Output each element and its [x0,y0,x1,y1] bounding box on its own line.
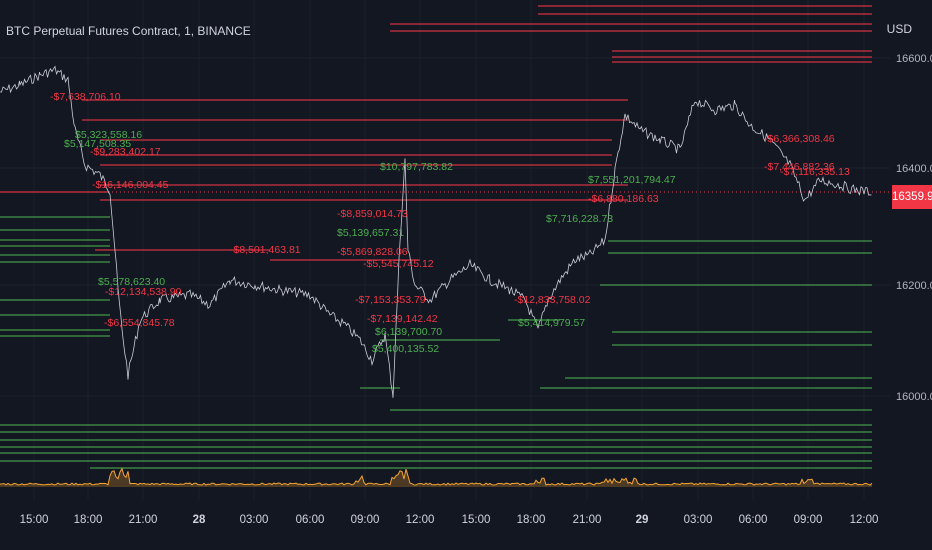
time-label: 21:00 [572,514,602,526]
time-label: 12:00 [405,514,435,526]
time-label: 12:00 [849,514,879,526]
liquidation-label: -$8,501,463.81 [230,244,301,256]
price-tick-16000: 16000.0 [896,391,932,403]
time-label: 15:00 [461,514,491,526]
price-series [0,65,872,398]
time-label: 03:00 [683,514,713,526]
liquidation-label: -$6,880,186.63 [588,193,659,205]
time-label: 15:00 [19,514,49,526]
time-label: 06:00 [295,514,325,526]
liquidation-label: $5,400,135.52 [372,343,439,355]
liquidation-label: -$7,116,335.13 [780,166,850,178]
liquidation-label: -$16,146,004.45 [92,179,169,191]
price-tick-16400: 16400.0 [896,163,932,175]
liquidation-label: $7,551,201,794.47 [588,174,676,186]
time-label: 21:00 [128,514,158,526]
liquidation-label: -$6,554,845.78 [104,317,175,329]
liquidation-label: -$8,859,014.73 [337,208,408,220]
volume-line [0,467,873,486]
currency-label[interactable]: USD [886,22,912,36]
grid-lines [0,57,890,397]
time-label: 09:00 [350,514,380,526]
current-price-badge: 16359.9 [892,185,932,209]
price-tick-16600: 16600.0 [896,53,932,65]
price-tick-16200: 16200.0 [896,280,932,292]
time-label: 09:00 [793,514,823,526]
time-label-day: 28 [192,514,206,526]
liquidation-label: -$7,638,706.10 [50,91,121,103]
time-label-day: 29 [635,514,649,526]
liquidation-label: -$6,366,308.46 [764,133,835,145]
volume-area [0,468,872,487]
liquidation-label: -$12,833,758.02 [514,294,591,306]
liquidation-label: -$7,139,142.42 [367,313,438,325]
time-label: 06:00 [738,514,768,526]
liquidation-annotations: -$7,638,706.10 $5,323,558.16$5,147,508.35… [50,91,850,355]
liquidation-label: -$9,283,402.17 [90,146,161,158]
liquidation-label: $5,578,623.40 [98,276,165,288]
liquidation-label: $10,797,783.82 [380,161,453,173]
liquidation-label: -$5,869,828.06 [337,246,408,258]
time-label: 18:00 [73,514,103,526]
liquidation-levels [0,5,872,469]
liquidation-label: -$12,134,538.90 [105,286,182,298]
chart-title: BTC Perpetual Futures Contract, 1, BINAN… [6,24,251,38]
liquidation-label: -$7,446,882.36 [764,161,835,173]
liquidation-label: $5,139,657.31 [337,227,404,239]
liquidation-label: $5,147,508.35 [64,138,131,150]
liquidation-label: -$7,153,353.79 [355,294,426,306]
liquidation-label: $5,323,558.16 [75,129,142,141]
time-label: 18:00 [516,514,546,526]
liquidation-label: $5,414,979.57 [518,317,585,329]
liquidation-label: -$5,545,745.12 [363,258,434,270]
time-label: 03:00 [239,514,269,526]
liquidation-label: $6,139,700.70 [375,326,442,338]
liquidation-label: $7,716,228.73 [546,213,613,225]
